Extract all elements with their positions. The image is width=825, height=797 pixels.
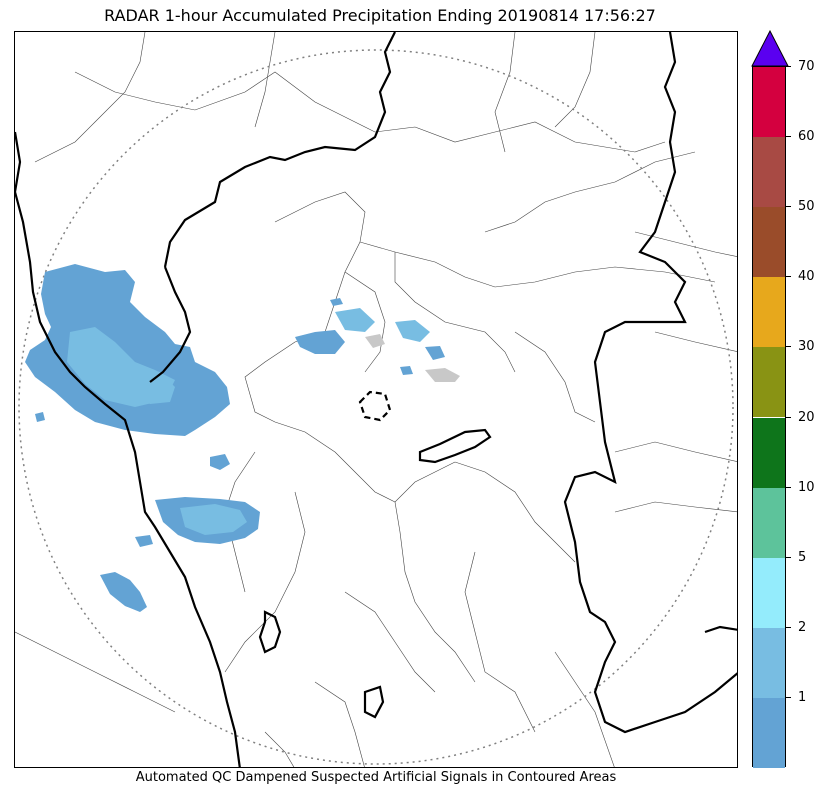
colorbar-tick	[786, 346, 791, 348]
colorbar-tick-label: 30	[798, 339, 815, 355]
colorbar-tick	[786, 66, 791, 67]
colorbar-tick	[786, 556, 791, 558]
radar-map-canvas	[15, 32, 737, 767]
colorbar-segment	[753, 207, 785, 278]
colorbar-tick-label: 5	[798, 549, 807, 565]
colorbar-tick-label: 40	[798, 269, 815, 285]
colorbar-tick-label: 10	[798, 479, 815, 495]
colorbar-segment	[753, 487, 785, 558]
map-title: RADAR 1-hour Accumulated Precipitation E…	[104, 6, 656, 25]
colorbar-tick	[786, 136, 791, 138]
district-borders	[15, 32, 737, 767]
colorbar-tick	[786, 486, 791, 488]
colorbar-segment	[753, 697, 785, 768]
colorbar-segment	[753, 277, 785, 348]
radar-map[interactable]	[14, 31, 738, 768]
colorbar-tick-label: 50	[798, 199, 815, 215]
colorbar-tick	[786, 416, 791, 418]
colorbar-tick-label: 2	[798, 619, 807, 635]
colorbar-segment	[753, 137, 785, 208]
radar-range-ring	[18, 49, 734, 765]
colorbar-tick	[786, 276, 791, 278]
colorbar-segment	[753, 347, 785, 418]
colorbar-segment	[753, 67, 785, 138]
colorbar-tick-label: 1	[798, 689, 807, 705]
colorbar-tick	[786, 206, 791, 208]
colorbar-segment	[753, 627, 785, 698]
colorbar-tick-label: 70	[798, 59, 815, 74]
precipitation-areas	[25, 264, 460, 612]
colorbar-segment	[753, 557, 785, 628]
precipitation-colorbar	[752, 66, 786, 768]
map-footer-note: Automated QC Dampened Suspected Artifici…	[135, 770, 617, 785]
colorbar-segment	[753, 417, 785, 488]
colorbar-tick	[786, 626, 791, 628]
colorbar-tick	[786, 696, 791, 698]
colorbar-tick-label: 20	[798, 409, 815, 425]
colorbar-extend-arrow	[751, 30, 789, 67]
state-borders	[15, 32, 737, 767]
colorbar-tick-label: 60	[798, 129, 815, 145]
